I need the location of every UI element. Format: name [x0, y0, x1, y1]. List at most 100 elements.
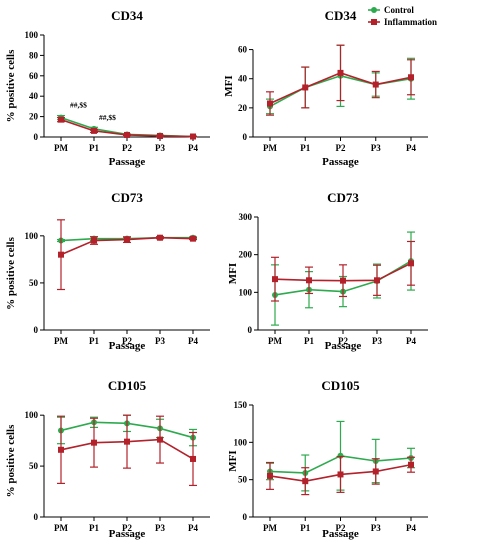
data-point: [58, 446, 64, 453]
x-tick-label: P3: [155, 336, 165, 346]
series-inflammation: [266, 44, 415, 116]
chart-panel-2: CD34 0 20 40 60 PM P1 P2 P3 P4 Passage MFI: [223, 8, 428, 168]
x-axis-label: Passage: [325, 340, 362, 352]
data-point: [91, 127, 97, 134]
x-tick-label: P4: [188, 523, 198, 533]
chart-panel-1: CD34 0 20 40 60 80 100 PM P1 P2 P3 P4 Passage % posit…: [5, 8, 210, 168]
x-axis-label: Passage: [109, 528, 146, 540]
y-tick-label: 40: [238, 74, 248, 84]
data-point: [372, 81, 379, 88]
x-tick-label: P2: [336, 143, 346, 153]
x-axis-label: Passage: [322, 156, 359, 168]
data-point: [124, 131, 130, 138]
data-point: [190, 235, 196, 242]
x-tick-label: P1: [89, 143, 99, 153]
x-tick-label: P2: [336, 523, 346, 533]
y-tick-label: 0: [243, 132, 248, 142]
chart-panel-6: CD105 0 50 100 150 PM P1 P2 P3 P4 Passage MFI: [227, 378, 428, 540]
data-point: [340, 277, 346, 284]
y-tick-label: 100: [239, 287, 253, 297]
y-tick-label: 0: [34, 512, 39, 522]
legend: Control Inflammation: [368, 5, 437, 27]
data-point: [337, 69, 344, 76]
y-tick-label: 100: [234, 437, 248, 447]
data-point: [337, 471, 344, 478]
data-point: [302, 478, 309, 485]
data-point: [408, 74, 414, 81]
x-tick-label: PM: [263, 523, 277, 533]
x-tick-label: P3: [372, 336, 382, 346]
y-axis-label: MFI: [223, 75, 235, 96]
legend-label: Inflammation: [384, 17, 437, 27]
y-tick-label: 100: [25, 231, 39, 241]
y-tick-label: 40: [29, 91, 39, 101]
legend-label: Control: [384, 5, 414, 15]
x-tick-label: P1: [300, 523, 310, 533]
series-inflammation: [271, 240, 415, 302]
data-point: [306, 277, 312, 284]
data-point: [267, 100, 273, 107]
chart-title: CD34: [325, 8, 357, 23]
data-point: [190, 455, 196, 462]
significance-annotation: ##,$$: [70, 101, 87, 110]
data-point: [157, 234, 163, 241]
x-tick-label: P4: [406, 336, 416, 346]
y-tick-label: 50: [238, 475, 248, 485]
chart-panel-3: CD73 0 50 100 PM P1 P2 P3 P4 Passage % positive ce…: [5, 190, 210, 352]
data-point: [272, 276, 278, 283]
y-axis-label: MFI: [227, 450, 239, 471]
x-tick-label: P4: [406, 523, 416, 533]
data-point: [190, 133, 196, 140]
chart-title: CD34: [111, 8, 143, 23]
x-tick-label: P4: [188, 143, 198, 153]
series-inflammation: [57, 116, 197, 140]
data-point: [157, 436, 163, 443]
x-tick-label: P2: [122, 523, 132, 533]
y-axis-label: % positive cells: [5, 236, 17, 309]
x-tick-label: P4: [188, 336, 198, 346]
x-tick-label: P1: [89, 336, 99, 346]
chart-panel-4: CD73 0 100 200 300 PM P1 P2 P3 P4 Passage MFI: [227, 190, 428, 352]
y-tick-label: 60: [238, 45, 248, 55]
x-tick-label: P3: [155, 143, 165, 153]
data-point: [58, 251, 64, 258]
x-tick-label: P3: [155, 523, 165, 533]
x-axis-label: Passage: [109, 340, 146, 352]
y-tick-label: 60: [29, 71, 39, 81]
y-axis-label: % positive cells: [5, 49, 17, 122]
x-tick-label: P3: [371, 523, 381, 533]
series-inflammation: [57, 219, 197, 291]
chart-title: CD105: [321, 378, 360, 393]
data-point: [58, 116, 64, 123]
x-tick-label: P2: [122, 143, 132, 153]
x-tick-label: PM: [268, 336, 282, 346]
x-tick-label: P4: [406, 143, 416, 153]
data-point: [408, 260, 414, 267]
y-tick-label: 100: [25, 410, 39, 420]
data-point: [124, 236, 130, 243]
y-tick-label: 100: [25, 30, 39, 40]
x-tick-label: PM: [263, 143, 277, 153]
y-tick-label: 20: [29, 112, 39, 122]
series-inflammation: [266, 455, 415, 496]
chart-title: CD105: [108, 378, 147, 393]
x-tick-label: P1: [304, 336, 314, 346]
data-point: [157, 132, 163, 139]
data-point: [337, 452, 344, 459]
y-tick-label: 50: [29, 461, 39, 471]
x-axis-label: Passage: [109, 156, 146, 168]
chart-title: CD73: [327, 190, 359, 205]
series-inflammation: [57, 414, 197, 487]
data-point: [91, 439, 97, 446]
y-tick-label: 150: [234, 400, 248, 410]
data-point: [124, 438, 130, 445]
x-axis-label: Passage: [322, 528, 359, 540]
y-tick-label: 0: [248, 325, 253, 335]
data-point: [408, 461, 414, 468]
y-tick-label: 0: [243, 512, 248, 522]
x-tick-label: P2: [338, 336, 348, 346]
x-tick-label: PM: [54, 336, 68, 346]
chart-title: CD73: [111, 190, 143, 205]
significance-annotation: ##,$$: [99, 113, 116, 122]
